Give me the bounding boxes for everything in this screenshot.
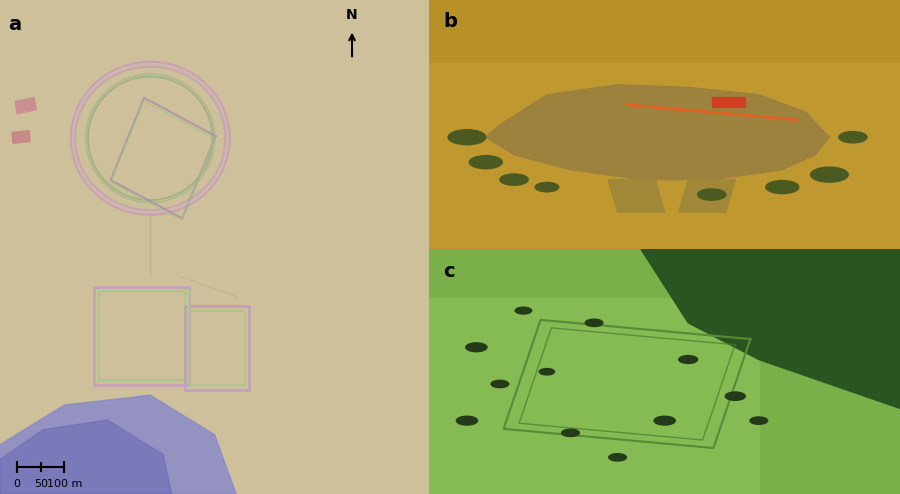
Text: 0: 0 xyxy=(14,479,21,489)
Bar xyxy=(12,131,30,143)
Ellipse shape xyxy=(500,174,528,185)
Bar xyxy=(712,97,744,107)
Ellipse shape xyxy=(698,189,725,200)
Polygon shape xyxy=(679,180,735,212)
Polygon shape xyxy=(0,0,429,494)
Text: 100 m: 100 m xyxy=(47,479,82,489)
Polygon shape xyxy=(608,180,664,212)
Text: c: c xyxy=(444,262,455,281)
Ellipse shape xyxy=(585,319,603,327)
Bar xyxy=(429,50,900,249)
Bar xyxy=(429,298,759,494)
Polygon shape xyxy=(641,249,900,409)
Ellipse shape xyxy=(562,429,580,437)
Text: N: N xyxy=(346,8,358,22)
Ellipse shape xyxy=(608,453,626,461)
Ellipse shape xyxy=(536,182,559,192)
Ellipse shape xyxy=(750,417,768,424)
Ellipse shape xyxy=(456,416,478,425)
Polygon shape xyxy=(0,395,236,494)
Bar xyxy=(15,98,36,114)
Ellipse shape xyxy=(839,131,867,143)
Ellipse shape xyxy=(679,356,698,364)
Text: 50: 50 xyxy=(34,479,48,489)
Ellipse shape xyxy=(539,369,554,375)
Ellipse shape xyxy=(466,343,487,352)
Ellipse shape xyxy=(491,380,508,388)
Ellipse shape xyxy=(654,416,675,425)
Ellipse shape xyxy=(469,156,502,169)
Polygon shape xyxy=(486,85,830,180)
Text: a: a xyxy=(9,15,22,34)
Bar xyxy=(429,0,900,87)
Polygon shape xyxy=(0,420,172,494)
Text: b: b xyxy=(444,12,457,32)
Ellipse shape xyxy=(766,180,799,194)
Ellipse shape xyxy=(448,130,486,145)
Ellipse shape xyxy=(515,307,532,314)
Ellipse shape xyxy=(725,392,745,400)
Bar xyxy=(429,0,900,62)
Ellipse shape xyxy=(811,167,848,182)
